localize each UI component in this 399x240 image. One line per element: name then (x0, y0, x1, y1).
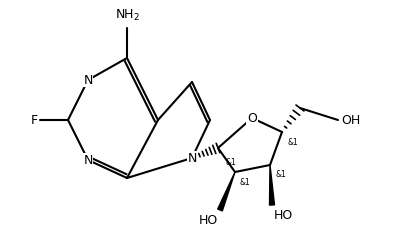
Text: F: F (31, 114, 38, 126)
Text: HO: HO (199, 214, 218, 227)
Text: &1: &1 (276, 170, 287, 179)
Text: N: N (83, 73, 93, 86)
Text: &1: &1 (288, 138, 299, 147)
Text: OH: OH (341, 114, 360, 126)
Text: HO: HO (274, 209, 293, 222)
Text: &1: &1 (225, 158, 236, 167)
Polygon shape (269, 165, 275, 205)
Text: N: N (187, 151, 197, 164)
Text: O: O (247, 112, 257, 125)
Text: &1: &1 (240, 178, 251, 187)
Text: N: N (83, 154, 93, 167)
Polygon shape (218, 172, 235, 211)
Text: NH$_2$: NH$_2$ (115, 8, 140, 23)
